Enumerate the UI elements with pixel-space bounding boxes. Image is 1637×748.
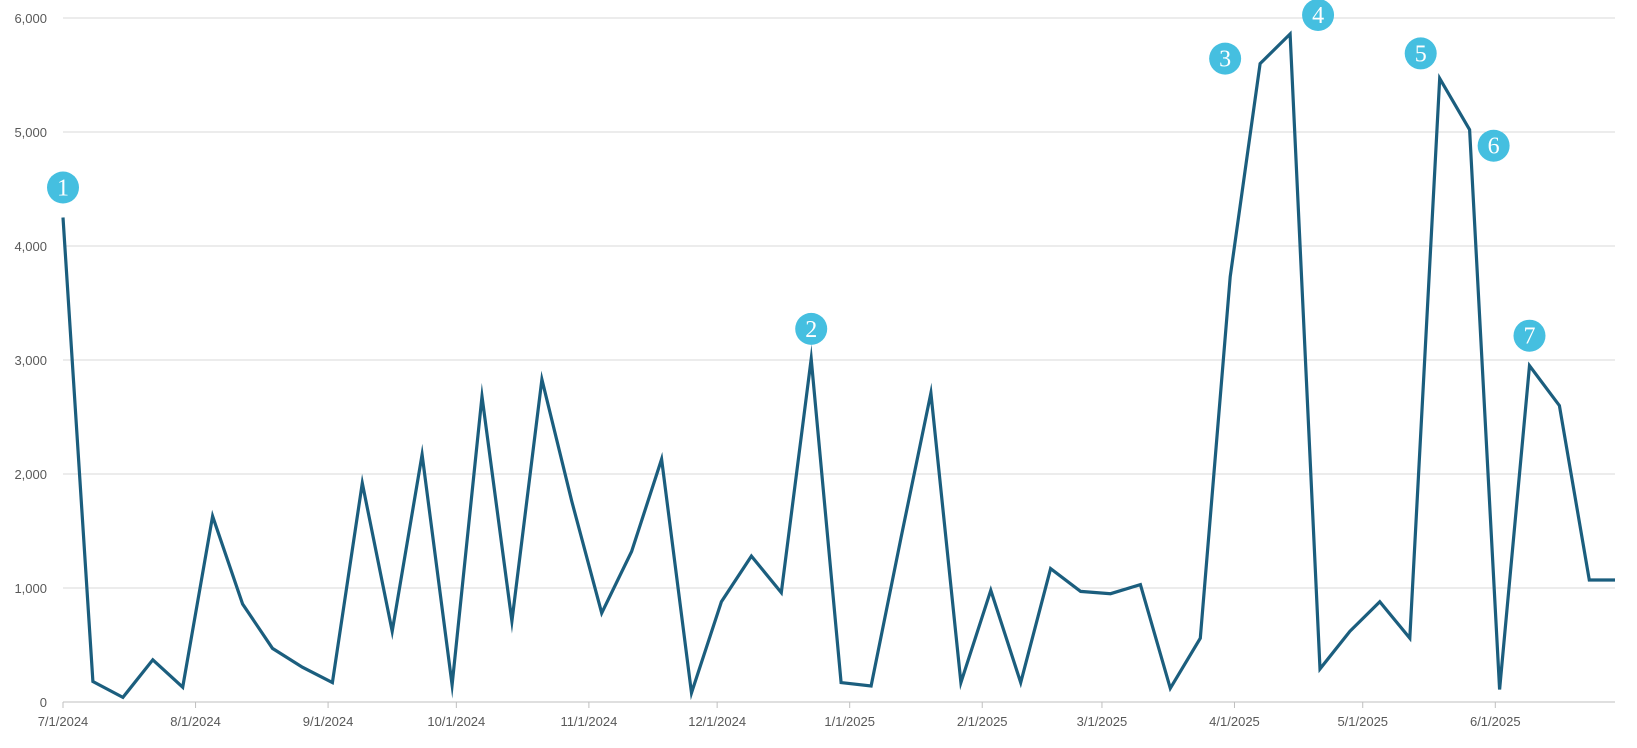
- y-tick-label: 2,000: [14, 467, 47, 482]
- y-tick-label: 6,000: [14, 11, 47, 26]
- gridlines: [63, 17, 1615, 589]
- x-tick-label: 12/1/2024: [688, 714, 746, 729]
- x-tick-label: 3/1/2025: [1077, 714, 1128, 729]
- y-tick-label: 4,000: [14, 239, 47, 254]
- x-tick-label: 8/1/2024: [170, 714, 221, 729]
- annotation-marker-3: 3: [1209, 42, 1242, 75]
- x-tick-label: 9/1/2024: [303, 714, 354, 729]
- marker-circle: [47, 171, 79, 204]
- annotation-marker-5: 5: [1404, 37, 1437, 70]
- y-tick-label: 0: [40, 695, 47, 710]
- x-tick-label: 7/1/2024: [38, 714, 89, 729]
- annotation-marker-6: 6: [1477, 129, 1510, 162]
- marker-circle: [1209, 42, 1242, 75]
- marker-circle: [1513, 319, 1546, 352]
- x-tick-label: 1/1/2025: [824, 714, 875, 729]
- marker-label: 1: [57, 176, 69, 202]
- x-tick-label: 4/1/2025: [1209, 714, 1260, 729]
- x-tick-label: 11/1/2024: [560, 714, 617, 729]
- x-tick-label: 2/1/2025: [957, 714, 1008, 729]
- series-line: [61, 30, 1615, 701]
- marker-label: 6: [1488, 134, 1500, 160]
- marker-label: 2: [805, 317, 817, 343]
- annotation-marker-1: 1: [47, 171, 79, 204]
- y-tick-label: 5,000: [14, 125, 47, 140]
- marker-circle: [1302, 0, 1335, 31]
- annotation-marker-7: 7: [1513, 319, 1546, 352]
- x-tick-label: 5/1/2025: [1337, 714, 1388, 729]
- marker-label: 3: [1219, 47, 1231, 73]
- x-axis: [62, 701, 1615, 708]
- y-tick-label: 1,000: [14, 581, 47, 596]
- marker-circle: [795, 312, 828, 345]
- marker-label: 7: [1523, 324, 1535, 350]
- marker-circle: [1477, 129, 1510, 162]
- annotation-marker-2: 2: [795, 312, 828, 345]
- y-axis-tick-labels: 0 1,000 2,000 3,000 4,000 5,000 6,000: [14, 11, 47, 710]
- annotation-markers: 1 2 3 4 5 6 7: [47, 0, 1546, 352]
- marker-circle: [1404, 37, 1437, 70]
- x-axis-tick-labels: 7/1/2024 8/1/2024 9/1/2024 10/1/2024 11/1/20…: [38, 714, 1521, 729]
- marker-label: 5: [1415, 41, 1427, 67]
- series-lines: [61, 30, 1615, 701]
- x-tick-label: 6/1/2025: [1470, 714, 1521, 729]
- y-tick-label: 3,000: [14, 353, 47, 368]
- annotation-marker-4: 4: [1302, 0, 1335, 31]
- marker-label: 4: [1312, 3, 1324, 29]
- x-tick-label: 10/1/2024: [427, 714, 485, 729]
